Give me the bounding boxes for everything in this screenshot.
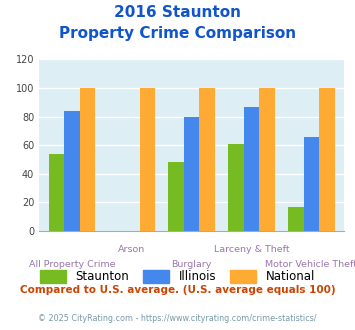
Bar xyxy=(49,154,64,231)
Text: Larceny & Theft: Larceny & Theft xyxy=(214,245,289,254)
Bar xyxy=(184,116,200,231)
Bar xyxy=(140,88,155,231)
Bar xyxy=(64,111,80,231)
Text: All Property Crime: All Property Crime xyxy=(29,260,115,269)
Legend: Staunton, Illinois, National: Staunton, Illinois, National xyxy=(35,265,320,288)
Text: Motor Vehicle Theft: Motor Vehicle Theft xyxy=(266,260,355,269)
Text: Burglary: Burglary xyxy=(171,260,212,269)
Bar xyxy=(228,144,244,231)
Text: Arson: Arson xyxy=(118,245,146,254)
Bar xyxy=(260,88,275,231)
Bar xyxy=(200,88,215,231)
Bar xyxy=(80,88,95,231)
Bar xyxy=(168,162,184,231)
Text: 2016 Staunton: 2016 Staunton xyxy=(114,5,241,20)
Bar xyxy=(304,137,319,231)
Bar xyxy=(288,207,304,231)
Bar xyxy=(319,88,335,231)
Text: Compared to U.S. average. (U.S. average equals 100): Compared to U.S. average. (U.S. average … xyxy=(20,285,335,295)
Bar xyxy=(244,107,260,231)
Text: © 2025 CityRating.com - https://www.cityrating.com/crime-statistics/: © 2025 CityRating.com - https://www.city… xyxy=(38,314,317,323)
Text: Property Crime Comparison: Property Crime Comparison xyxy=(59,26,296,41)
